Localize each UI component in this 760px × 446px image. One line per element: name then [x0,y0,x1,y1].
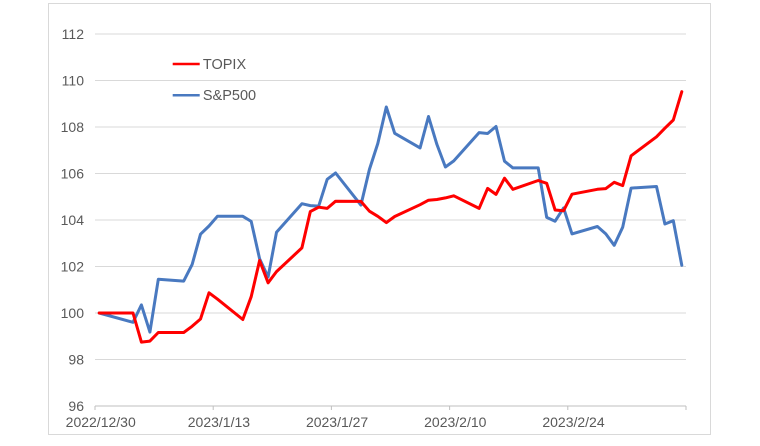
svg-text:112: 112 [62,26,85,42]
svg-text:100: 100 [61,305,85,321]
svg-text:108: 108 [61,119,85,135]
svg-text:104: 104 [61,212,85,228]
svg-text:98: 98 [68,352,84,368]
svg-text:96: 96 [68,398,84,414]
svg-text:TOPIX: TOPIX [203,57,247,73]
svg-text:102: 102 [61,259,85,275]
svg-text:2023/2/10: 2023/2/10 [424,414,486,430]
svg-text:2023/1/13: 2023/1/13 [188,414,250,430]
svg-text:106: 106 [61,166,85,182]
svg-text:S&P500: S&P500 [203,88,256,104]
svg-text:2022/12/30: 2022/12/30 [66,414,136,430]
svg-text:2023/2/24: 2023/2/24 [542,414,604,430]
svg-text:2023/1/27: 2023/1/27 [306,414,368,430]
svg-text:110: 110 [62,73,85,89]
